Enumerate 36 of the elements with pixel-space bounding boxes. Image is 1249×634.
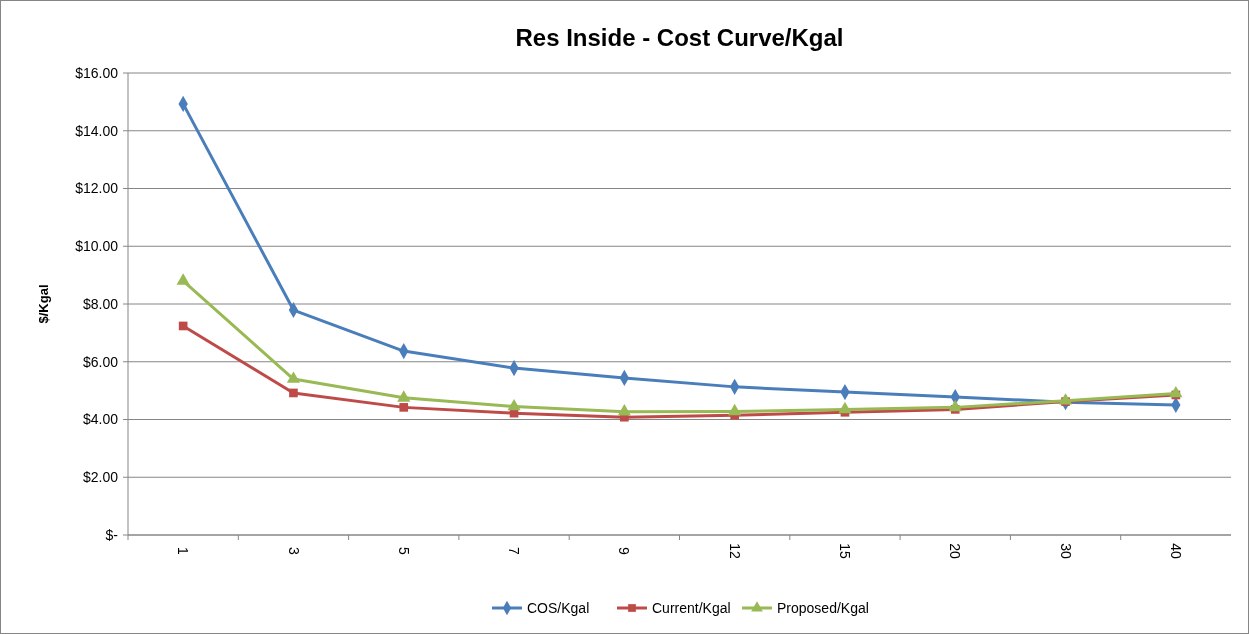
y-tick-label: $12.00 bbox=[75, 180, 119, 197]
x-tick-label: 5 bbox=[395, 547, 412, 556]
y-axis-title: $/Kgal bbox=[36, 284, 51, 324]
x-tick-label: 40 bbox=[1167, 543, 1184, 559]
y-tick-label: $6.00 bbox=[82, 353, 119, 370]
y-tick-label: $8.00 bbox=[82, 295, 119, 312]
point bbox=[948, 399, 962, 412]
point bbox=[507, 398, 521, 411]
point bbox=[286, 371, 301, 383]
x-tick-label: 1 bbox=[175, 547, 192, 556]
point bbox=[1058, 393, 1073, 405]
chart-title: Res Inside - Cost Curve/Kgal bbox=[515, 24, 844, 51]
x-tick-label: 20 bbox=[947, 543, 964, 559]
point bbox=[397, 390, 411, 402]
y-tick-label: $16.00 bbox=[75, 64, 119, 81]
y-tick-label: $- bbox=[105, 526, 119, 543]
y-tick-label: $2.00 bbox=[82, 469, 119, 486]
legend-label: COS/Kgal bbox=[527, 599, 590, 616]
point bbox=[399, 403, 409, 412]
x-tick-label: 9 bbox=[616, 547, 633, 556]
x-tick-label: 30 bbox=[1057, 543, 1074, 559]
point bbox=[838, 401, 852, 414]
legend-label: Current/Kgal bbox=[652, 599, 731, 616]
point bbox=[1169, 385, 1183, 398]
x-tick-label: 12 bbox=[726, 543, 743, 559]
point bbox=[289, 388, 298, 398]
x-tick-label: 15 bbox=[837, 543, 854, 559]
point bbox=[176, 273, 190, 285]
x-tick-label: 3 bbox=[285, 547, 302, 556]
point bbox=[617, 404, 631, 416]
y-tick-label: $14.00 bbox=[75, 122, 119, 139]
point bbox=[728, 403, 742, 416]
y-tick-label: $10.00 bbox=[75, 238, 119, 255]
x-tick-label: 7 bbox=[506, 547, 523, 556]
y-tick-label: $4.00 bbox=[82, 411, 119, 428]
legend-label: Proposed/Kgal bbox=[777, 599, 869, 616]
